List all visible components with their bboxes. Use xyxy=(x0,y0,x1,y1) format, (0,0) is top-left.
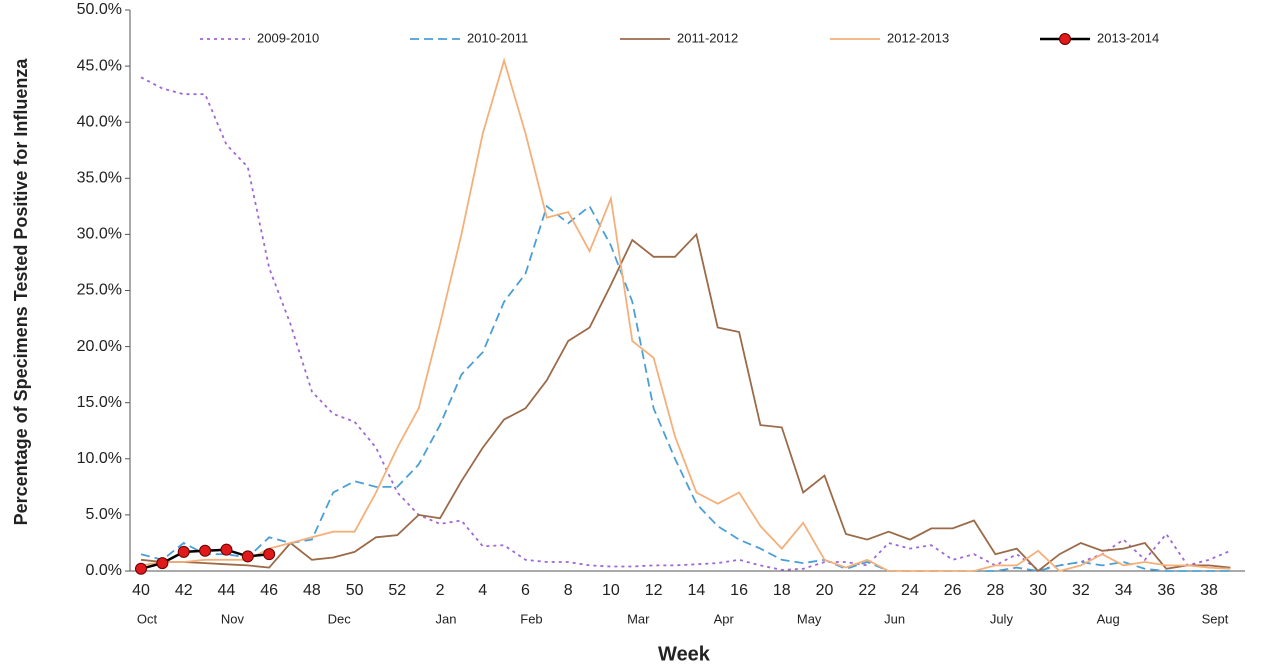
y-axis-title: Percentage of Specimens Tested Positive … xyxy=(11,58,31,526)
month-label: May xyxy=(797,611,822,626)
legend-label: 2012-2013 xyxy=(887,30,949,45)
month-label: Jan xyxy=(436,611,457,626)
series-line xyxy=(140,232,1231,573)
x-tick-label: 28 xyxy=(987,582,1005,599)
y-tick-label: 25.0% xyxy=(77,282,122,299)
y-tick-label: 20.0% xyxy=(77,338,122,355)
series-line xyxy=(140,204,1231,572)
x-tick-label: 32 xyxy=(1072,582,1090,599)
month-label: Jun xyxy=(884,611,905,626)
month-label: Apr xyxy=(714,611,735,626)
x-tick-label: 52 xyxy=(388,582,406,599)
x-tick-label: 18 xyxy=(773,582,791,599)
series-line xyxy=(140,76,1231,571)
x-tick-label: 14 xyxy=(687,582,705,599)
x-tick-label: 40 xyxy=(132,582,150,599)
x-tick-label: 50 xyxy=(346,582,364,599)
y-tick-label: 10.0% xyxy=(77,450,122,467)
legend-label: 2010-2011 xyxy=(467,30,528,45)
x-tick-label: 24 xyxy=(901,582,919,599)
x-tick-label: 4 xyxy=(478,582,487,599)
data-point xyxy=(156,557,169,570)
legend-label: 2011-2012 xyxy=(677,30,738,45)
month-label: Aug xyxy=(1097,611,1120,626)
x-tick-label: 12 xyxy=(645,582,663,599)
legend-label: 2013-2014 xyxy=(1097,30,1159,45)
x-tick-label: 46 xyxy=(260,582,278,599)
data-point xyxy=(177,545,190,558)
data-point xyxy=(135,562,147,575)
y-tick-label: 5.0% xyxy=(86,506,122,523)
y-tick-label: 45.0% xyxy=(77,57,122,74)
data-point xyxy=(220,543,233,556)
data-point xyxy=(199,544,212,557)
x-tick-label: 16 xyxy=(730,582,748,599)
x-tick-label: 26 xyxy=(944,582,962,599)
x-tick-label: 30 xyxy=(1029,582,1047,599)
series-line xyxy=(140,57,1231,572)
x-tick-label: 8 xyxy=(564,582,573,599)
y-tick-label: 0.0% xyxy=(86,562,122,579)
x-tick-label: 44 xyxy=(218,582,236,599)
x-tick-label: 22 xyxy=(858,582,876,599)
x-tick-label: 6 xyxy=(521,582,530,599)
month-label: Feb xyxy=(520,611,542,626)
data-point xyxy=(263,548,276,561)
legend-marker xyxy=(1059,33,1071,45)
month-label: Nov xyxy=(221,611,245,626)
x-tick-label: 48 xyxy=(303,582,321,599)
x-tick-label: 42 xyxy=(175,582,193,599)
month-label: Oct xyxy=(137,611,158,626)
month-label: July xyxy=(990,611,1014,626)
x-tick-label: 2 xyxy=(436,582,445,599)
x-axis-title: Week xyxy=(658,643,711,665)
y-tick-label: 15.0% xyxy=(77,394,122,411)
x-tick-label: 38 xyxy=(1200,582,1218,599)
y-tick-label: 50.0% xyxy=(77,1,122,18)
y-tick-label: 40.0% xyxy=(77,113,122,130)
x-tick-label: 36 xyxy=(1157,582,1175,599)
legend-label: 2009-2010 xyxy=(257,30,319,45)
x-tick-label: 34 xyxy=(1115,582,1133,599)
y-tick-label: 30.0% xyxy=(77,226,122,243)
x-tick-label: 10 xyxy=(602,582,620,599)
month-label: Mar xyxy=(627,611,650,626)
y-tick-label: 35.0% xyxy=(77,170,122,187)
data-point xyxy=(241,550,254,563)
month-label: Dec xyxy=(328,611,352,626)
x-tick-label: 20 xyxy=(816,582,834,599)
month-label: Sept xyxy=(1202,611,1229,626)
